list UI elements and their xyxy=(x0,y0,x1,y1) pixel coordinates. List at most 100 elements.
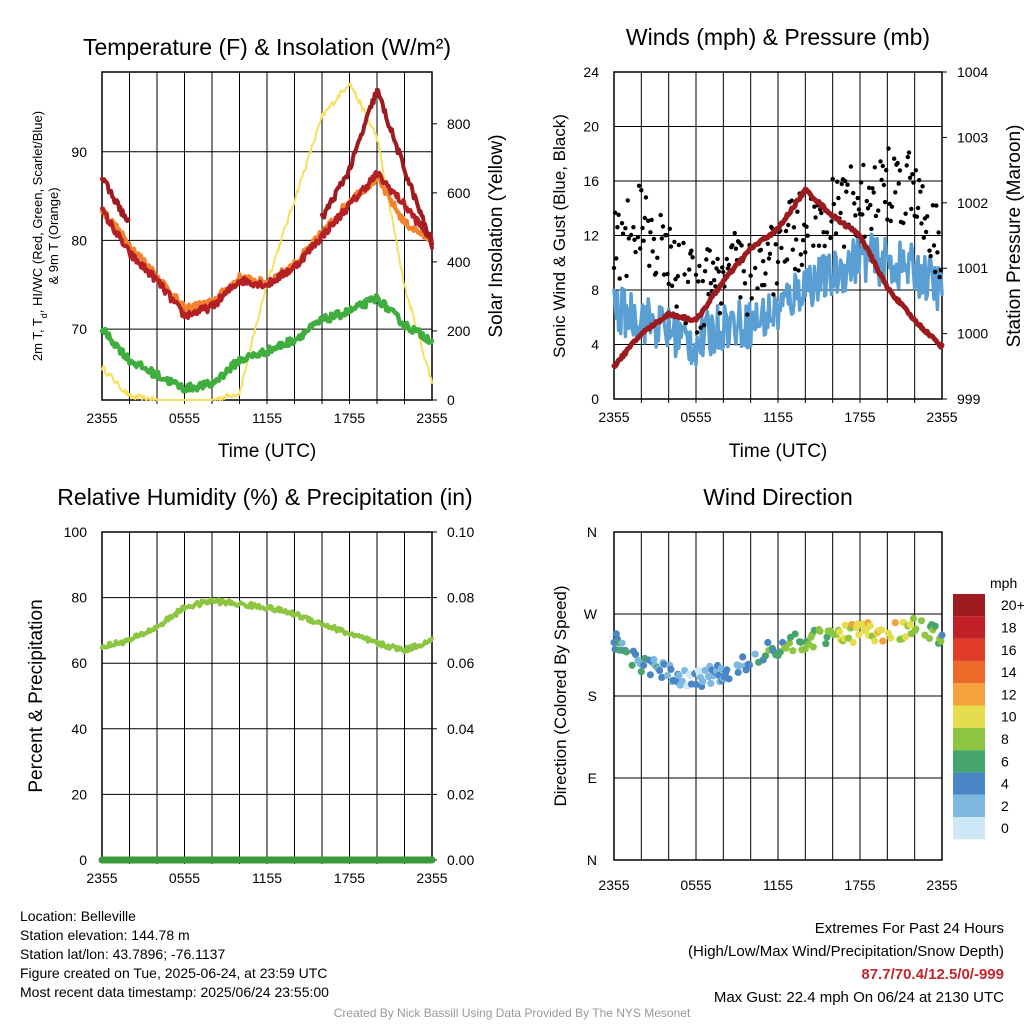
wind-direction-point xyxy=(692,680,700,689)
winds-title: Winds (mph) & Pressure (mb) xyxy=(626,24,930,50)
colorbar-label: 0 xyxy=(1001,820,1009,836)
wind-gust-point xyxy=(633,249,638,255)
humidity-ytick-left: 0 xyxy=(79,852,87,868)
wind-gust-point xyxy=(935,250,940,255)
direction-ytick-label: S xyxy=(588,688,597,704)
humidity-xtick-label: 2355 xyxy=(86,870,117,886)
wind-gust-point xyxy=(712,278,717,283)
wind-gust-point xyxy=(611,265,617,271)
wind-gust-point xyxy=(873,213,879,219)
wind-gust-point xyxy=(698,325,703,330)
wind-direction-point xyxy=(902,633,910,641)
winds-panel: Winds (mph) & Pressure (mb) 2355 0555 1155… xyxy=(550,24,1024,462)
wind-gust-point xyxy=(715,256,720,262)
wind-direction-point xyxy=(656,666,664,675)
wind-direction-point xyxy=(628,661,636,669)
humidity-ytick-right: 0.04 xyxy=(447,721,474,737)
colorbar-cell xyxy=(953,727,985,751)
colorbar-cell xyxy=(953,772,985,795)
wind-gust-point xyxy=(892,156,897,161)
wind-direction-point xyxy=(646,671,655,679)
wind-gust-point xyxy=(868,202,873,208)
wind-gust-point xyxy=(616,212,621,217)
direction-xtick-label: 1155 xyxy=(763,877,793,893)
wind-direction-point xyxy=(739,653,747,661)
colorbar-cell xyxy=(953,750,985,773)
wind-gust-point xyxy=(667,226,672,231)
wind-gust-point xyxy=(653,270,659,276)
humidity-title: Relative Humidity (%) & Precipitation (i… xyxy=(57,484,472,510)
wind-gust-point xyxy=(783,228,789,234)
wind-gust-point xyxy=(713,284,718,289)
wind-gust-point xyxy=(710,260,716,265)
wind-gust-point xyxy=(697,263,702,269)
wind-direction-point xyxy=(912,625,920,633)
wind-direction-point xyxy=(622,648,631,656)
wind-gust-point xyxy=(659,236,664,241)
wind-gust-point xyxy=(865,206,871,211)
wind-direction-point xyxy=(925,634,934,643)
wind-gust-point xyxy=(813,215,818,220)
wind-direction-point xyxy=(658,673,666,682)
wind-direction-point xyxy=(879,637,887,645)
winds-ytick-right: 1001 xyxy=(957,260,988,276)
wind-gust-point xyxy=(681,240,686,246)
wind-gust-point xyxy=(786,222,791,228)
colorbar-label: 4 xyxy=(1001,776,1009,792)
wind-gust-point xyxy=(767,251,773,256)
winds-ytick-left: 16 xyxy=(583,173,599,189)
wind-direction-point xyxy=(887,634,895,642)
winds-ytick-left: 4 xyxy=(591,337,599,353)
wind-gust-point xyxy=(917,178,922,183)
winds-xtick-label: 0555 xyxy=(680,409,711,425)
station-elevation: Station elevation: 144.78 m xyxy=(20,927,190,943)
wind-gust-point xyxy=(901,220,906,226)
winds-xtick-label: 1755 xyxy=(844,409,875,425)
humidity-panel: Relative Humidity (%) & Precipitation (i… xyxy=(26,484,474,886)
wind-direction-point xyxy=(667,665,675,673)
wind-gust-point xyxy=(784,257,790,262)
wind-gust-point xyxy=(791,225,797,230)
wind-gust-point xyxy=(903,211,908,216)
wind-gust-point xyxy=(844,189,849,194)
wind-direction-point xyxy=(931,622,939,630)
wind-gust-point xyxy=(693,272,699,277)
wind-gust-point xyxy=(624,273,629,279)
wind-gust-point xyxy=(765,241,770,246)
wind-gust-point xyxy=(774,281,780,286)
wind-gust-point xyxy=(626,236,631,241)
wind-gust-point xyxy=(742,281,748,286)
wind-gust-point xyxy=(805,233,810,238)
wind-gust-point xyxy=(878,159,883,164)
wind-gust-point xyxy=(646,218,651,223)
wind-gust-point xyxy=(612,210,618,215)
wind-gust-point xyxy=(835,179,840,184)
wind-direction-point xyxy=(866,622,874,630)
wind-gust-point xyxy=(925,214,930,219)
temperature-ytick-left: 70 xyxy=(71,321,87,337)
wind-gust-point xyxy=(860,212,865,217)
winds-ylabel-left: Sonic Wind & Gust (Blue, Black) xyxy=(550,114,569,358)
winds-ytick-right: 1003 xyxy=(957,129,988,145)
wind-gust-point xyxy=(666,281,671,286)
wind-gust-point xyxy=(920,184,925,189)
wind-gust-point xyxy=(812,204,817,209)
wind-gust-point xyxy=(886,146,891,151)
wind-gust-point xyxy=(779,245,784,251)
humidity-ytick-right: 0.00 xyxy=(447,852,474,868)
wind-gust-point xyxy=(708,281,713,286)
wind-gust-point xyxy=(641,238,646,243)
humidity-xtick-label: 1755 xyxy=(334,870,365,886)
station-location: Location: Belleville xyxy=(20,908,136,924)
temperature-xtick-label: 1755 xyxy=(334,410,365,426)
wind-gust-point xyxy=(738,295,743,300)
wind-gust-point xyxy=(923,229,929,235)
wind-gust-point xyxy=(702,269,708,274)
wind-gust-point xyxy=(895,160,900,166)
temperature-ylabel-right: Solar Insolation (Yellow) xyxy=(486,134,507,337)
wind-gust-point xyxy=(897,168,903,173)
humidity-ytick-right: 0.06 xyxy=(447,655,474,671)
wind-gust-point xyxy=(811,243,816,248)
direction-ytick-label: E xyxy=(588,770,597,786)
